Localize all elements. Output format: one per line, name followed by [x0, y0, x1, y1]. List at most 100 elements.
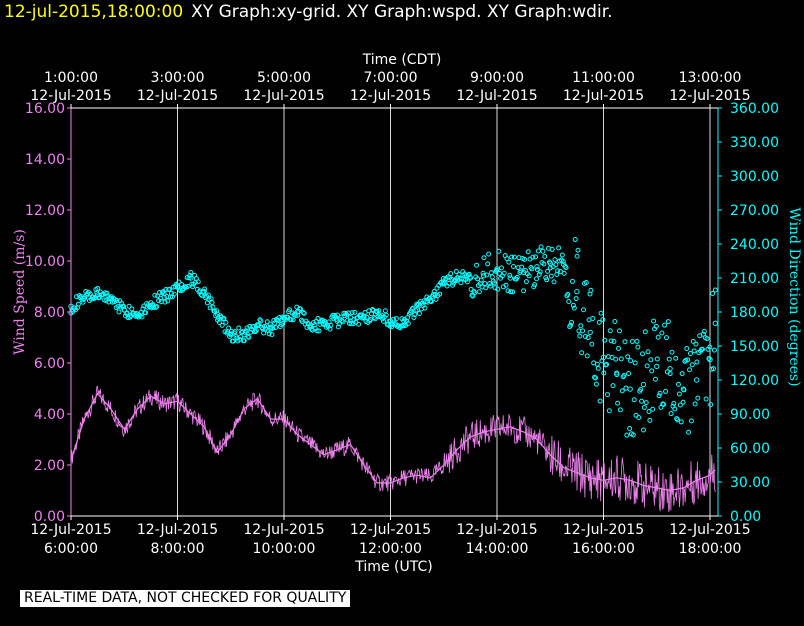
wind-direction-marker — [544, 277, 550, 283]
wind-direction-marker — [493, 268, 499, 274]
wind-direction-marker — [140, 306, 146, 312]
wind-direction-marker — [571, 305, 577, 311]
top-tick-date: 12-Jul-2015 — [456, 88, 537, 104]
left-axis-title: Wind Speed (m/s) — [12, 229, 28, 355]
wind-direction-marker — [699, 346, 705, 352]
wind-direction-marker — [529, 266, 535, 272]
wind-direction-marker — [631, 397, 637, 403]
wind-direction-marker — [604, 361, 610, 367]
bottom-tick-time: 6:00:00 — [44, 541, 98, 557]
axis-labels: 0.00 2.00 4.00 6.00 8.00 10.00 12.00 14.00 16.00… — [12, 52, 802, 575]
wind-direction-marker — [703, 396, 709, 402]
wind-direction-marker — [129, 306, 135, 312]
wind-direction-marker — [644, 363, 650, 369]
bottom-axis-title: Time (UTC) — [354, 559, 432, 575]
wind-direction-marker — [625, 354, 631, 360]
wind-direction-marker — [219, 322, 225, 328]
wind-direction-marker — [273, 324, 279, 330]
bottom-tick-date: 12-Jul-2015 — [456, 522, 537, 538]
top-tick-date: 12-Jul-2015 — [243, 88, 324, 104]
wind-direction-marker — [143, 310, 149, 316]
wind-direction-marker — [640, 351, 646, 357]
wind-direction-marker — [547, 265, 553, 271]
wind-direction-marker — [498, 265, 504, 271]
wind-direction-marker — [256, 322, 262, 328]
wind-direction-marker — [293, 312, 299, 318]
top-tick-time: 11:00:00 — [572, 70, 635, 86]
axes — [67, 104, 722, 520]
wind-direction-marker — [643, 400, 649, 406]
wind-direction-marker — [300, 310, 306, 316]
wind-direction-marker — [690, 338, 696, 344]
bottom-tick-date: 12-Jul-2015 — [563, 522, 644, 538]
wind-direction-marker — [486, 251, 492, 257]
wind-direction-marker — [615, 400, 621, 406]
wind-direction-marker — [398, 323, 404, 329]
wind-direction-marker — [693, 341, 699, 347]
top-tick-time: 1:00:00 — [44, 70, 98, 86]
left-tick-label: 2.00 — [34, 458, 65, 474]
wind-direction-marker — [569, 319, 575, 325]
wind-direction-marker — [380, 318, 386, 324]
wind-direction-marker — [521, 288, 527, 294]
wind-direction-marker — [671, 400, 677, 406]
wind-direction-marker — [422, 305, 428, 311]
wind-direction-marker — [599, 358, 605, 364]
wind-direction-marker — [238, 334, 244, 340]
wind-direction-marker — [272, 320, 278, 326]
wind-direction-marker — [685, 357, 691, 363]
wind-direction-marker — [688, 418, 694, 424]
wind-direction-marker — [621, 373, 627, 379]
wind-direction-marker — [526, 273, 532, 279]
wind-direction-point — [667, 365, 673, 372]
wind-direction-marker — [115, 303, 121, 309]
wind-direction-marker — [565, 291, 571, 297]
wind-direction-marker — [606, 408, 612, 414]
wind-direction-marker — [474, 262, 480, 268]
wind-direction-marker — [497, 270, 503, 276]
bottom-tick-time: 16:00:00 — [572, 541, 635, 557]
right-axis-title: Wind Direction (degrees) — [786, 207, 802, 386]
wind-direction-marker — [267, 321, 273, 327]
wind-direction-marker — [601, 370, 607, 376]
wind-direction-marker — [681, 387, 687, 393]
top-tick-date: 12-Jul-2015 — [137, 88, 218, 104]
wind-direction-marker — [428, 299, 434, 305]
wind-direction-marker — [352, 309, 358, 315]
wind-direction-marker — [548, 273, 554, 279]
bottom-tick-time: 10:00:00 — [253, 541, 316, 557]
wind-direction-marker — [600, 317, 606, 323]
wind-direction-marker — [648, 357, 654, 363]
wind-direction-marker — [675, 381, 681, 387]
wind-direction-marker — [393, 316, 399, 322]
wind-direction-marker — [171, 291, 177, 297]
wind-direction-marker — [695, 395, 701, 401]
wind-direction-marker — [581, 307, 587, 313]
wind-direction-marker — [608, 338, 614, 344]
wind-direction-marker — [561, 270, 567, 276]
wind-direction-marker — [91, 296, 97, 302]
right-tick-label: 270.00 — [730, 203, 779, 219]
wind-direction-marker — [176, 279, 182, 285]
wind-direction-marker — [694, 359, 700, 365]
wind-direction-marker — [161, 290, 167, 296]
wind-direction-marker — [469, 292, 475, 298]
wind-direction-marker — [607, 328, 613, 334]
wind-direction-marker — [482, 280, 488, 286]
wind-direction-marker — [95, 286, 101, 292]
wind-direction-marker — [594, 361, 600, 367]
right-tick-label: 180.00 — [730, 305, 779, 321]
wind-direction-marker — [542, 253, 548, 259]
bottom-tick-date: 12-Jul-2015 — [350, 522, 431, 538]
wind-direction-marker — [602, 337, 608, 343]
wind-direction-marker — [588, 287, 594, 293]
wind-direction-marker — [472, 290, 478, 296]
wind-direction-marker — [596, 319, 602, 325]
wind-direction-marker — [201, 289, 207, 295]
timestamp: 12-jul-2015,18:00:00 — [4, 2, 184, 22]
wind-direction-marker — [575, 247, 581, 253]
wind-direction-marker — [288, 317, 294, 323]
wind-direction-point — [587, 329, 593, 336]
wind-direction-marker — [677, 402, 683, 408]
wind-direction-marker — [391, 316, 397, 322]
